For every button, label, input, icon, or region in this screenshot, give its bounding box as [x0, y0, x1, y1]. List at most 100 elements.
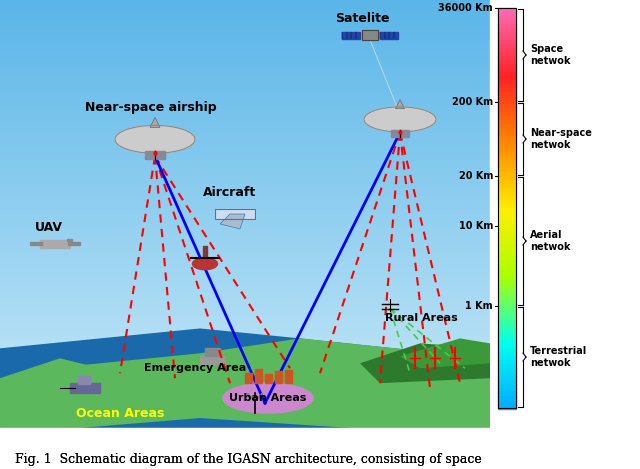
- Bar: [498, 152, 516, 157]
- Bar: [0, 86, 499, 87]
- Bar: [498, 12, 516, 16]
- Bar: [0, 100, 499, 101]
- Bar: [0, 168, 499, 169]
- Bar: [498, 192, 516, 197]
- Bar: [0, 296, 499, 298]
- Bar: [498, 248, 516, 252]
- Bar: [0, 203, 499, 204]
- Bar: [0, 393, 499, 394]
- Bar: [0, 210, 499, 211]
- Bar: [498, 208, 516, 212]
- Bar: [0, 186, 499, 187]
- Text: Aircraft: Aircraft: [204, 186, 257, 199]
- Bar: [498, 296, 516, 301]
- Text: 1 Km: 1 Km: [465, 301, 493, 311]
- Bar: [0, 59, 499, 60]
- Bar: [0, 226, 499, 227]
- Bar: [0, 191, 499, 192]
- Bar: [0, 89, 499, 90]
- Bar: [0, 65, 499, 66]
- Bar: [0, 30, 499, 31]
- Bar: [0, 132, 499, 133]
- Bar: [0, 32, 499, 33]
- Bar: [0, 278, 499, 279]
- Bar: [0, 219, 499, 220]
- Bar: [498, 252, 516, 257]
- Bar: [498, 60, 516, 64]
- Bar: [0, 307, 499, 308]
- Bar: [0, 298, 499, 299]
- Bar: [498, 404, 516, 408]
- Bar: [0, 352, 499, 353]
- Bar: [498, 148, 516, 152]
- Bar: [498, 172, 516, 176]
- Bar: [0, 346, 499, 348]
- Bar: [0, 60, 499, 61]
- Bar: [0, 142, 499, 144]
- Polygon shape: [0, 339, 490, 428]
- Bar: [0, 139, 499, 140]
- Bar: [0, 97, 499, 98]
- Bar: [0, 239, 499, 240]
- Ellipse shape: [193, 258, 218, 270]
- Bar: [0, 180, 499, 181]
- Bar: [498, 288, 516, 293]
- Bar: [498, 36, 516, 40]
- Bar: [0, 15, 499, 16]
- Bar: [0, 251, 499, 252]
- Bar: [0, 199, 499, 200]
- Bar: [0, 237, 499, 238]
- Bar: [498, 100, 516, 105]
- Bar: [0, 270, 499, 271]
- Bar: [0, 58, 499, 59]
- Bar: [498, 316, 516, 320]
- Bar: [0, 205, 499, 206]
- Bar: [498, 280, 516, 285]
- Bar: [0, 232, 499, 233]
- Bar: [498, 168, 516, 173]
- Bar: [0, 316, 499, 317]
- Bar: [0, 234, 499, 235]
- Bar: [0, 170, 499, 171]
- Text: 10 Km: 10 Km: [459, 221, 493, 231]
- Bar: [0, 366, 499, 367]
- Bar: [0, 42, 499, 43]
- Bar: [0, 173, 499, 174]
- Bar: [0, 384, 499, 385]
- Bar: [0, 157, 499, 158]
- Bar: [0, 398, 499, 399]
- Bar: [0, 220, 499, 221]
- Bar: [0, 415, 499, 416]
- Bar: [498, 140, 516, 144]
- Bar: [0, 400, 499, 401]
- Bar: [0, 357, 499, 358]
- Bar: [0, 287, 499, 288]
- Bar: [0, 290, 499, 291]
- Bar: [0, 76, 499, 78]
- Bar: [498, 328, 516, 333]
- Text: Space
netwok: Space netwok: [530, 44, 570, 66]
- Bar: [498, 68, 516, 73]
- Bar: [0, 133, 499, 134]
- Bar: [0, 137, 499, 138]
- Bar: [362, 30, 378, 40]
- Bar: [498, 220, 516, 225]
- Bar: [0, 213, 499, 214]
- Bar: [0, 402, 499, 403]
- Bar: [0, 341, 499, 342]
- Bar: [0, 370, 499, 371]
- Bar: [0, 309, 499, 310]
- Text: 36000 Km: 36000 Km: [438, 3, 493, 13]
- Bar: [498, 300, 516, 304]
- Bar: [205, 348, 220, 356]
- Bar: [0, 382, 499, 383]
- Bar: [498, 20, 516, 24]
- Bar: [0, 151, 499, 152]
- Bar: [0, 351, 499, 352]
- Bar: [498, 400, 516, 405]
- Bar: [0, 387, 499, 388]
- Bar: [0, 313, 499, 315]
- Polygon shape: [396, 100, 404, 109]
- Bar: [0, 229, 499, 230]
- Text: Near-space
netwok: Near-space netwok: [530, 128, 592, 150]
